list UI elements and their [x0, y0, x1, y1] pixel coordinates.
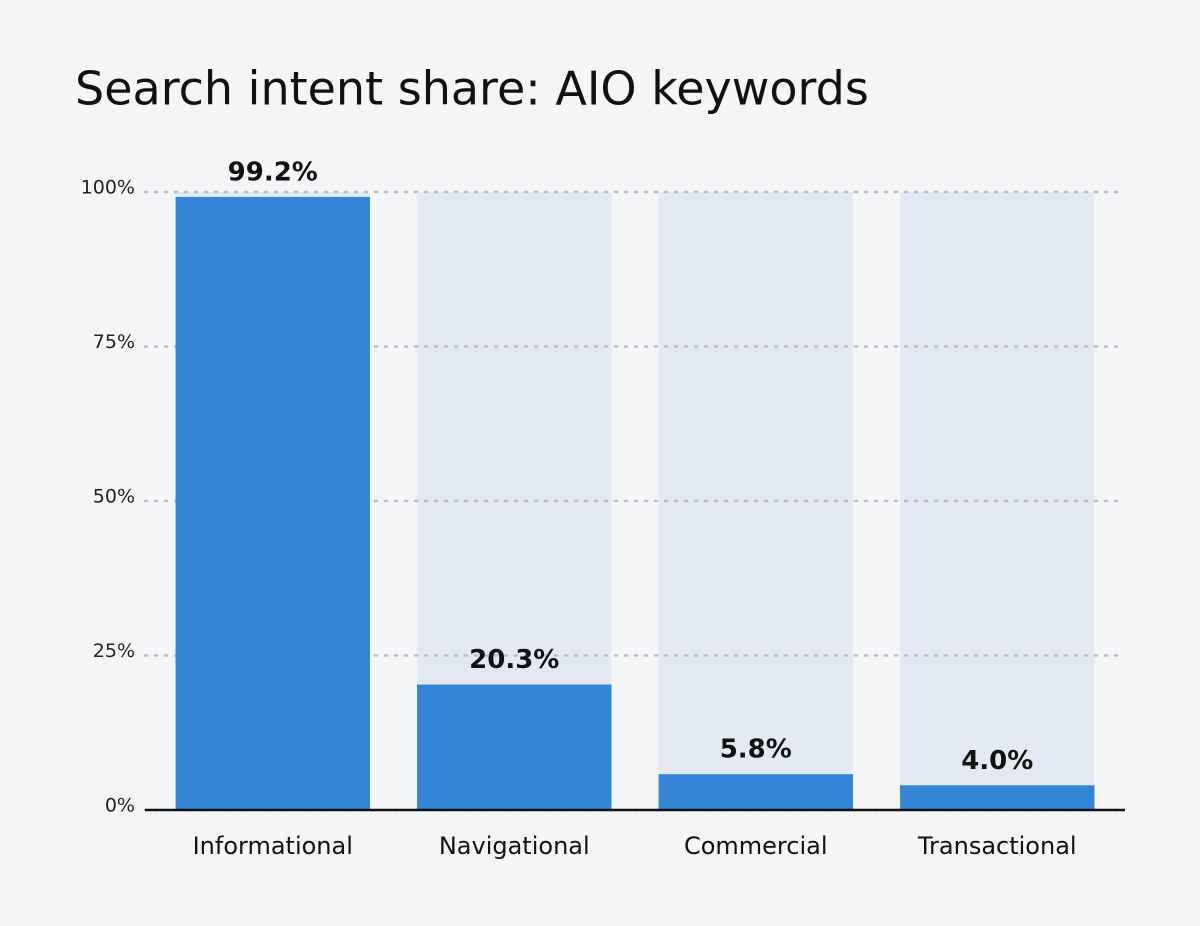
- value-label: 4.0%: [961, 746, 1033, 776]
- x-tick-label: Transactional: [917, 832, 1077, 860]
- y-tick-label: 25%: [93, 640, 135, 662]
- y-tick-label: 50%: [93, 486, 135, 508]
- bar: [417, 684, 612, 810]
- x-tick-label: Informational: [193, 832, 353, 860]
- value-label: 5.8%: [720, 735, 792, 765]
- chart-title: Search intent share: AIO keywords: [75, 62, 869, 116]
- y-tick-label: 0%: [105, 795, 135, 817]
- bar: [175, 196, 370, 811]
- x-tick-label: Commercial: [684, 832, 828, 860]
- bar: [900, 785, 1095, 810]
- y-tick-label: 100%: [81, 177, 135, 199]
- value-label: 20.3%: [469, 645, 559, 675]
- bar: [658, 774, 853, 810]
- value-label: 99.2%: [228, 157, 318, 187]
- y-tick-label: 75%: [93, 331, 135, 353]
- x-tick-label: Navigational: [439, 832, 590, 860]
